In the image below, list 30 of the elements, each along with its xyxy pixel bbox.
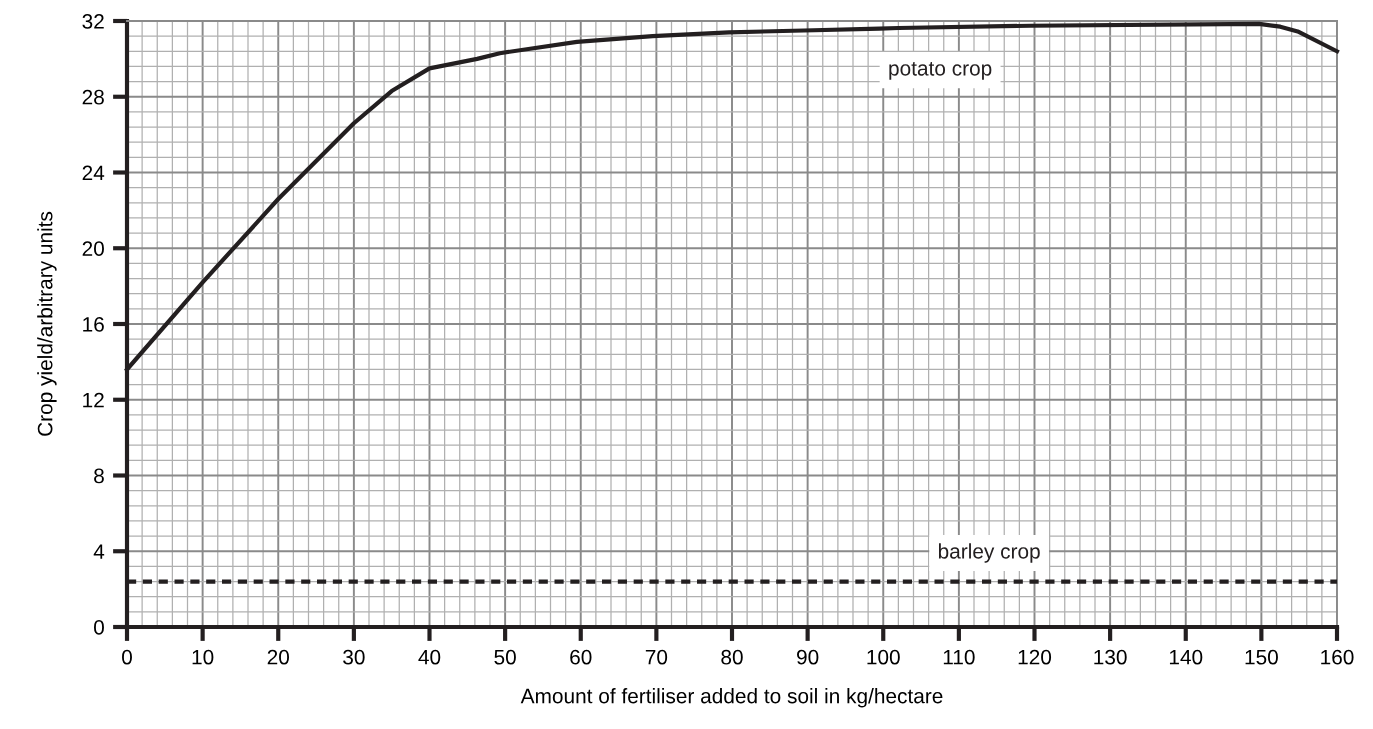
series-label: potato crop (889, 62, 992, 80)
y-tick-label: 4 (93, 544, 105, 559)
x-tick-label: 40 (418, 649, 441, 665)
x-tick-label: 80 (721, 649, 743, 665)
y-tick-label: 12 (83, 392, 104, 408)
y-tick-label: 24 (82, 165, 105, 181)
x-tick-label: 30 (343, 649, 365, 665)
x-tick-label: 50 (494, 649, 516, 665)
x-tick-label: 140 (1169, 649, 1203, 665)
y-tick-label: 32 (82, 14, 104, 29)
y-axis-title: Crop yield/arbitrary units (37, 211, 57, 436)
x-tick-label: 160 (1321, 649, 1354, 665)
x-axis-title: Amount of fertiliser added to soil in kg/hectare (520, 688, 943, 708)
x-tick-label: 20 (267, 649, 290, 665)
y-tick-label: 16 (83, 317, 104, 332)
x-tick-label: 60 (570, 649, 592, 665)
x-tick-label: 70 (645, 649, 668, 665)
x-tick-label: 10 (192, 649, 214, 665)
x-tick-label: 90 (797, 649, 819, 665)
x-tick-label: 120 (1018, 649, 1052, 665)
x-tick-label: 100 (867, 649, 900, 665)
y-tick-label: 8 (94, 468, 104, 484)
series-label: barley crop (938, 543, 1040, 563)
x-tick-label: 130 (1094, 649, 1127, 665)
x-tick-label: 110 (943, 649, 975, 665)
y-tick-label: 0 (94, 620, 104, 635)
y-tick-label: 20 (82, 241, 104, 256)
x-tick-label: 0 (122, 649, 132, 665)
y-tick-label: 28 (82, 89, 104, 105)
x-tick-label: 150 (1245, 649, 1278, 665)
